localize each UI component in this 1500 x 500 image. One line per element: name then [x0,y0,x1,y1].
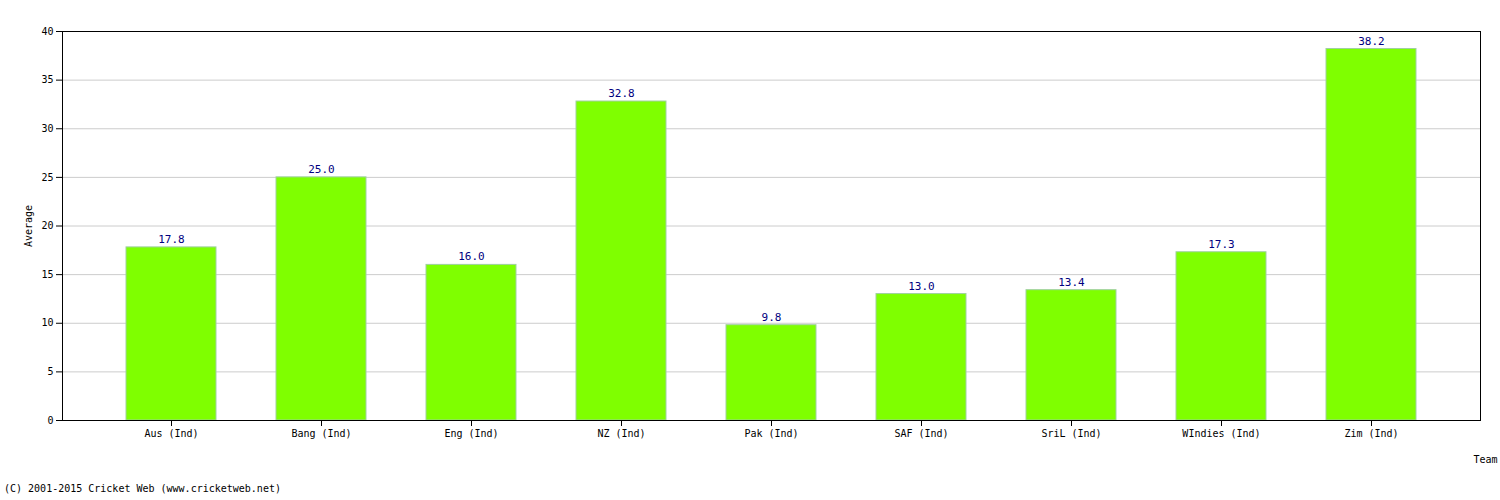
svg-text:0: 0 [47,415,53,426]
svg-text:17.3: 17.3 [1208,238,1235,251]
html-text:(C) 2001-2015 Cricket Web (www: (C) 2001-2015 Cricket Web (www.cricketwe… [4,483,281,494]
svg-text:38.2: 38.2 [1358,35,1385,48]
svg-text:20: 20 [41,220,53,231]
svg-text:Zim (Ind): Zim (Ind) [1344,428,1398,439]
svg-text:Bang (Ind): Bang (Ind) [291,428,351,439]
svg-text:15: 15 [41,269,53,280]
svg-text:40: 40 [41,26,53,37]
svg-text:5: 5 [47,366,53,377]
svg-text:25.0: 25.0 [308,163,335,176]
svg-text:Average: Average [23,205,34,247]
svg-text:32.8: 32.8 [608,87,635,100]
svg-text:30: 30 [41,123,53,134]
svg-text:35: 35 [41,74,53,85]
svg-text:SriL (Ind): SriL (Ind) [1041,428,1101,439]
svg-text:10: 10 [41,317,53,328]
svg-text:25: 25 [41,172,53,183]
svg-text:Team: Team [1473,454,1497,465]
svg-text:Pak (Ind): Pak (Ind) [744,428,798,439]
svg-text:16.0: 16.0 [458,250,485,263]
svg-text:SAF (Ind): SAF (Ind) [894,428,948,439]
svg-text:Aus (Ind): Aus (Ind) [144,428,198,439]
svg-text:17.8: 17.8 [158,233,185,246]
svg-text:Eng (Ind): Eng (Ind) [444,428,498,439]
svg-text:NZ (Ind): NZ (Ind) [597,428,645,439]
svg-text:13.4: 13.4 [1058,276,1085,289]
svg-text:13.0: 13.0 [908,280,935,293]
svg-text:9.8: 9.8 [762,311,782,324]
svg-text:WIndies (Ind): WIndies (Ind) [1182,428,1260,439]
